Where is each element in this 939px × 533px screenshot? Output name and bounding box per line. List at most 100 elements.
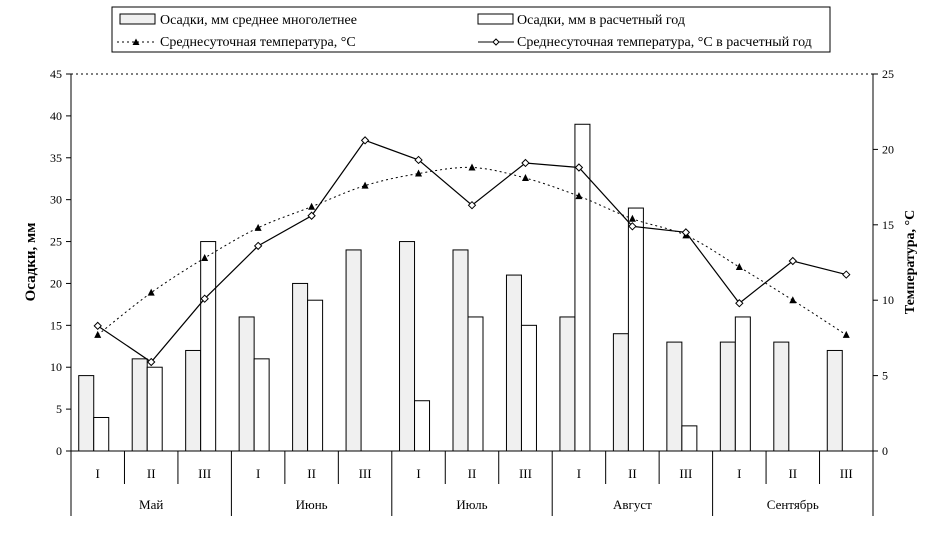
decade-label: III bbox=[359, 466, 372, 481]
marker-year-temp bbox=[628, 222, 637, 231]
decade-label: II bbox=[147, 466, 156, 481]
month-label: Сентябрь bbox=[767, 497, 819, 512]
y-tick-label: 5 bbox=[56, 402, 62, 416]
marker-year-temp bbox=[788, 256, 798, 266]
legend-marker-diamond bbox=[492, 38, 500, 46]
marker-year-temp bbox=[360, 136, 370, 145]
marker-norm-temp bbox=[201, 253, 209, 261]
y2-tick-label: 5 bbox=[882, 369, 888, 383]
marker-norm-temp bbox=[468, 163, 476, 171]
legend-swatch-year-precip bbox=[477, 13, 514, 25]
bar-norm-precip bbox=[78, 375, 95, 452]
y2-axis-title: Температура, °С bbox=[903, 210, 918, 314]
bar-year-precip bbox=[93, 416, 110, 452]
month-label: Июль bbox=[456, 497, 487, 512]
marker-norm-temp bbox=[308, 202, 316, 210]
temperature-lines bbox=[93, 136, 851, 367]
bar-year-precip bbox=[627, 207, 644, 452]
bar-year-precip bbox=[414, 400, 431, 452]
bar-norm-precip bbox=[238, 316, 255, 452]
y-tick-label: 40 bbox=[50, 109, 62, 123]
marker-norm-temp bbox=[521, 174, 529, 182]
legend-label-year-temp: Среднесуточная температура, °С в расчетн… bbox=[517, 35, 812, 50]
marker-norm-temp bbox=[94, 330, 102, 338]
bar-norm-precip bbox=[559, 316, 576, 452]
legend-box bbox=[111, 6, 831, 53]
decade-label: I bbox=[577, 466, 581, 481]
y2-tick-label: 0 bbox=[882, 444, 888, 458]
month-label: Июнь bbox=[296, 497, 328, 512]
bar-norm-precip bbox=[131, 358, 148, 452]
y2-tick-label: 10 bbox=[882, 293, 894, 307]
bar-norm-precip bbox=[612, 333, 629, 452]
legend-label-norm-temp: Среднесуточная температура, °С bbox=[160, 35, 356, 50]
y-tick-label: 35 bbox=[50, 151, 62, 165]
marker-norm-temp bbox=[789, 296, 797, 304]
y-tick-label: 30 bbox=[50, 193, 62, 207]
y-tick-label: 25 bbox=[50, 235, 62, 249]
decade-label: III bbox=[198, 466, 211, 481]
bar-norm-precip bbox=[185, 349, 202, 452]
bar-norm-precip bbox=[719, 341, 736, 452]
y2-tick-label: 20 bbox=[882, 142, 894, 156]
y-tick-label: 15 bbox=[50, 318, 62, 332]
marker-year-temp bbox=[414, 155, 423, 165]
bar-norm-precip bbox=[292, 282, 309, 452]
marker-norm-temp bbox=[254, 223, 262, 231]
y2-tick-label: 25 bbox=[882, 67, 894, 81]
marker-norm-temp bbox=[628, 214, 636, 222]
bar-year-precip bbox=[681, 425, 698, 452]
marker-year-temp bbox=[93, 321, 102, 331]
bar-year-precip bbox=[200, 241, 217, 452]
bar-year-precip bbox=[574, 123, 591, 452]
marker-year-temp bbox=[146, 357, 156, 367]
legend-label-year-precip: Осадки, мм в расчетный год bbox=[517, 13, 685, 28]
bar-norm-precip bbox=[505, 274, 522, 452]
marker-year-temp bbox=[574, 163, 584, 172]
legend-marker-triangle bbox=[132, 38, 140, 45]
axes: 0 5 10 15 20 25 30 35 40 45 0 5 10 15 20 25 bbox=[50, 67, 894, 458]
y-tick-label: 20 bbox=[50, 276, 62, 290]
bars bbox=[78, 123, 843, 452]
marker-year-temp bbox=[842, 270, 851, 279]
decade-label: I bbox=[416, 466, 420, 481]
marker-year-temp bbox=[307, 211, 316, 220]
month-label: Август bbox=[613, 497, 652, 512]
decade-label: II bbox=[307, 466, 316, 481]
y-tick-label: 10 bbox=[50, 360, 62, 374]
y-axis-title: Осадки, мм bbox=[23, 223, 39, 302]
legend-label-norm-precip: Осадки, мм среднее многолетнее bbox=[160, 13, 357, 28]
bar-norm-precip bbox=[826, 349, 843, 452]
decade-label: I bbox=[96, 466, 100, 481]
marker-norm-temp bbox=[415, 169, 423, 177]
marker-year-temp bbox=[253, 241, 263, 251]
decade-label: III bbox=[519, 466, 532, 481]
decade-label: III bbox=[679, 466, 692, 481]
decade-label: II bbox=[628, 466, 637, 481]
bar-norm-precip bbox=[666, 341, 683, 452]
marker-year-temp bbox=[200, 294, 209, 303]
bar-year-precip bbox=[146, 366, 163, 452]
decade-label: I bbox=[256, 466, 260, 481]
marker-norm-temp bbox=[361, 181, 369, 189]
decade-label: II bbox=[468, 466, 477, 481]
bar-year-precip bbox=[467, 316, 484, 452]
bar-norm-precip bbox=[452, 249, 469, 452]
bar-norm-precip bbox=[399, 241, 416, 452]
marker-year-temp bbox=[467, 200, 477, 210]
y2-tick-label: 15 bbox=[882, 218, 894, 232]
bar-year-precip bbox=[520, 324, 537, 452]
bar-norm-precip bbox=[773, 341, 790, 452]
month-label: Май bbox=[139, 497, 163, 512]
marker-norm-temp bbox=[575, 192, 583, 200]
bar-year-precip bbox=[307, 299, 324, 452]
marker-year-temp bbox=[521, 158, 530, 168]
marker-year-temp bbox=[681, 228, 691, 237]
decade-label: II bbox=[788, 466, 797, 481]
bar-year-precip bbox=[734, 316, 751, 452]
decade-label: III bbox=[840, 466, 853, 481]
bar-norm-precip bbox=[345, 249, 362, 452]
bar-year-precip bbox=[253, 358, 270, 452]
